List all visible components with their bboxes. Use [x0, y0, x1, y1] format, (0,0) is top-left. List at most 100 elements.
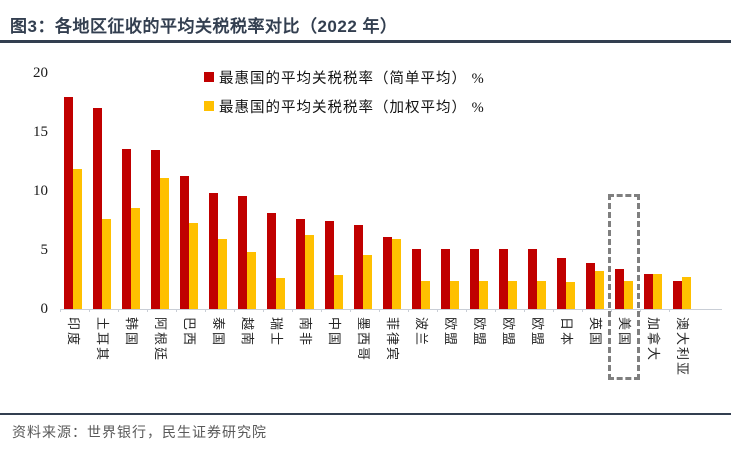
- legend-item-weighted-average: 最惠国的平均关税税率（加权平均） %: [204, 95, 485, 117]
- legend-label: 最惠国的平均关税税率（加权平均） %: [219, 99, 485, 116]
- x-axis-label-1: 土耳其: [95, 317, 110, 363]
- bar-weighted-2: [131, 207, 140, 309]
- plot-area: 20 15 10 5 0: [33, 65, 722, 317]
- bar-weighted-6: [247, 252, 256, 309]
- x-axis-tick: [495, 309, 496, 312]
- x-axis-label-8: 南非: [298, 317, 313, 348]
- x-axis-line: [60, 309, 722, 310]
- bar-simple-5: [209, 193, 218, 309]
- title-divider-line: [0, 40, 731, 43]
- x-axis-tick: [524, 309, 525, 312]
- bar-simple-20: [644, 273, 653, 309]
- bar-simple-12: [412, 248, 421, 309]
- y-axis-tick-label: 10: [33, 183, 48, 199]
- x-axis-label-18: 英国: [588, 317, 603, 348]
- x-axis-label-16: 欧盟: [530, 317, 545, 348]
- bar-simple-1: [93, 108, 102, 309]
- source-note: 资料来源：世界银行，民生证券研究院: [12, 426, 267, 441]
- footer-divider-line: [0, 413, 731, 415]
- bar-simple-21: [673, 280, 682, 309]
- bar-weighted-20: [653, 273, 662, 309]
- x-axis-label-6: 越南: [240, 317, 255, 348]
- x-axis-label-17: 日本: [559, 317, 574, 348]
- bar-weighted-15: [508, 280, 517, 309]
- highlight-box-usa: [608, 194, 640, 380]
- bar-simple-6: [238, 195, 247, 309]
- x-axis-tick: [234, 309, 235, 312]
- x-axis-label-0: 印度: [66, 317, 81, 348]
- bar-simple-17: [557, 258, 566, 309]
- bar-simple-10: [354, 225, 363, 309]
- x-axis-label-4: 巴西: [182, 317, 197, 348]
- x-axis-label-12: 波兰: [414, 317, 429, 348]
- x-axis-tick: [611, 309, 612, 312]
- x-axis-label-14: 欧盟: [472, 317, 487, 348]
- bar-simple-19: [615, 268, 624, 309]
- x-axis-tick: [176, 309, 177, 312]
- legend-swatch-yellow: [204, 101, 214, 111]
- bar-weighted-17: [566, 281, 575, 309]
- bar-weighted-14: [479, 280, 488, 309]
- x-axis-tick: [553, 309, 554, 312]
- bar-weighted-4: [189, 222, 198, 309]
- x-axis-label-3: 阿根廷: [153, 317, 168, 363]
- bar-simple-0: [64, 96, 73, 309]
- x-axis-tick: [292, 309, 293, 312]
- bar-weighted-0: [73, 168, 82, 309]
- x-axis-label-20: 加拿大: [646, 317, 661, 363]
- y-axis-tick-label: 20: [33, 65, 48, 81]
- x-axis-tick: [321, 309, 322, 312]
- x-axis-tick: [669, 309, 670, 312]
- y-axis-tick-label: 0: [40, 301, 49, 317]
- bar-weighted-12: [421, 280, 430, 309]
- x-axis-tick: [118, 309, 119, 312]
- legend-label: 最惠国的平均关税税率（简单平均） %: [219, 70, 485, 87]
- x-axis-tick: [582, 309, 583, 312]
- bar-weighted-18: [595, 271, 604, 309]
- bar-weighted-9: [334, 274, 343, 309]
- bar-simple-4: [180, 175, 189, 309]
- x-axis-label-15: 欧盟: [501, 317, 516, 348]
- x-axis-tick: [640, 309, 641, 312]
- x-axis-tick: [379, 309, 380, 312]
- bar-simple-11: [383, 237, 392, 309]
- bar-simple-7: [267, 213, 276, 309]
- bar-weighted-16: [537, 280, 546, 309]
- bar-weighted-8: [305, 234, 314, 309]
- x-axis-tick: [263, 309, 264, 312]
- bar-weighted-10: [363, 254, 372, 309]
- x-axis-tick: [466, 309, 467, 312]
- bar-weighted-13: [450, 280, 459, 309]
- bar-simple-3: [151, 149, 160, 309]
- x-axis-tick: [350, 309, 351, 312]
- x-axis-tick: [60, 309, 61, 312]
- bar-simple-15: [499, 248, 508, 309]
- x-axis-tick: [89, 309, 90, 312]
- x-axis-label-10: 墨西哥: [356, 317, 371, 363]
- bar-weighted-5: [218, 239, 227, 309]
- legend-item-simple-average: 最惠国的平均关税税率（简单平均） %: [204, 66, 485, 88]
- bar-weighted-19: [624, 280, 633, 309]
- bar-weighted-21: [682, 277, 691, 309]
- bar-weighted-1: [102, 219, 111, 309]
- x-axis-label-7: 瑞士: [269, 317, 284, 348]
- bar-simple-16: [528, 248, 537, 309]
- bar-weighted-11: [392, 239, 401, 309]
- legend-swatch-red: [204, 72, 214, 82]
- bar-weighted-7: [276, 278, 285, 309]
- y-axis-tick-label: 15: [33, 124, 48, 140]
- bar-simple-18: [586, 262, 595, 309]
- x-axis-label-13: 欧盟: [443, 317, 458, 348]
- bar-weighted-3: [160, 178, 169, 309]
- x-axis-label-2: 韩国: [124, 317, 139, 348]
- x-axis-label-21: 澳大利亚: [675, 317, 690, 378]
- bar-simple-14: [470, 248, 479, 309]
- x-axis-tick: [147, 309, 148, 312]
- bar-simple-13: [441, 248, 450, 309]
- x-axis-label-5: 泰国: [211, 317, 226, 348]
- x-axis-tick: [437, 309, 438, 312]
- bar-simple-9: [325, 220, 334, 309]
- figure-title: 图3：各地区征收的平均关税税率对比（2022 年）: [10, 17, 398, 36]
- bar-simple-2: [122, 148, 131, 309]
